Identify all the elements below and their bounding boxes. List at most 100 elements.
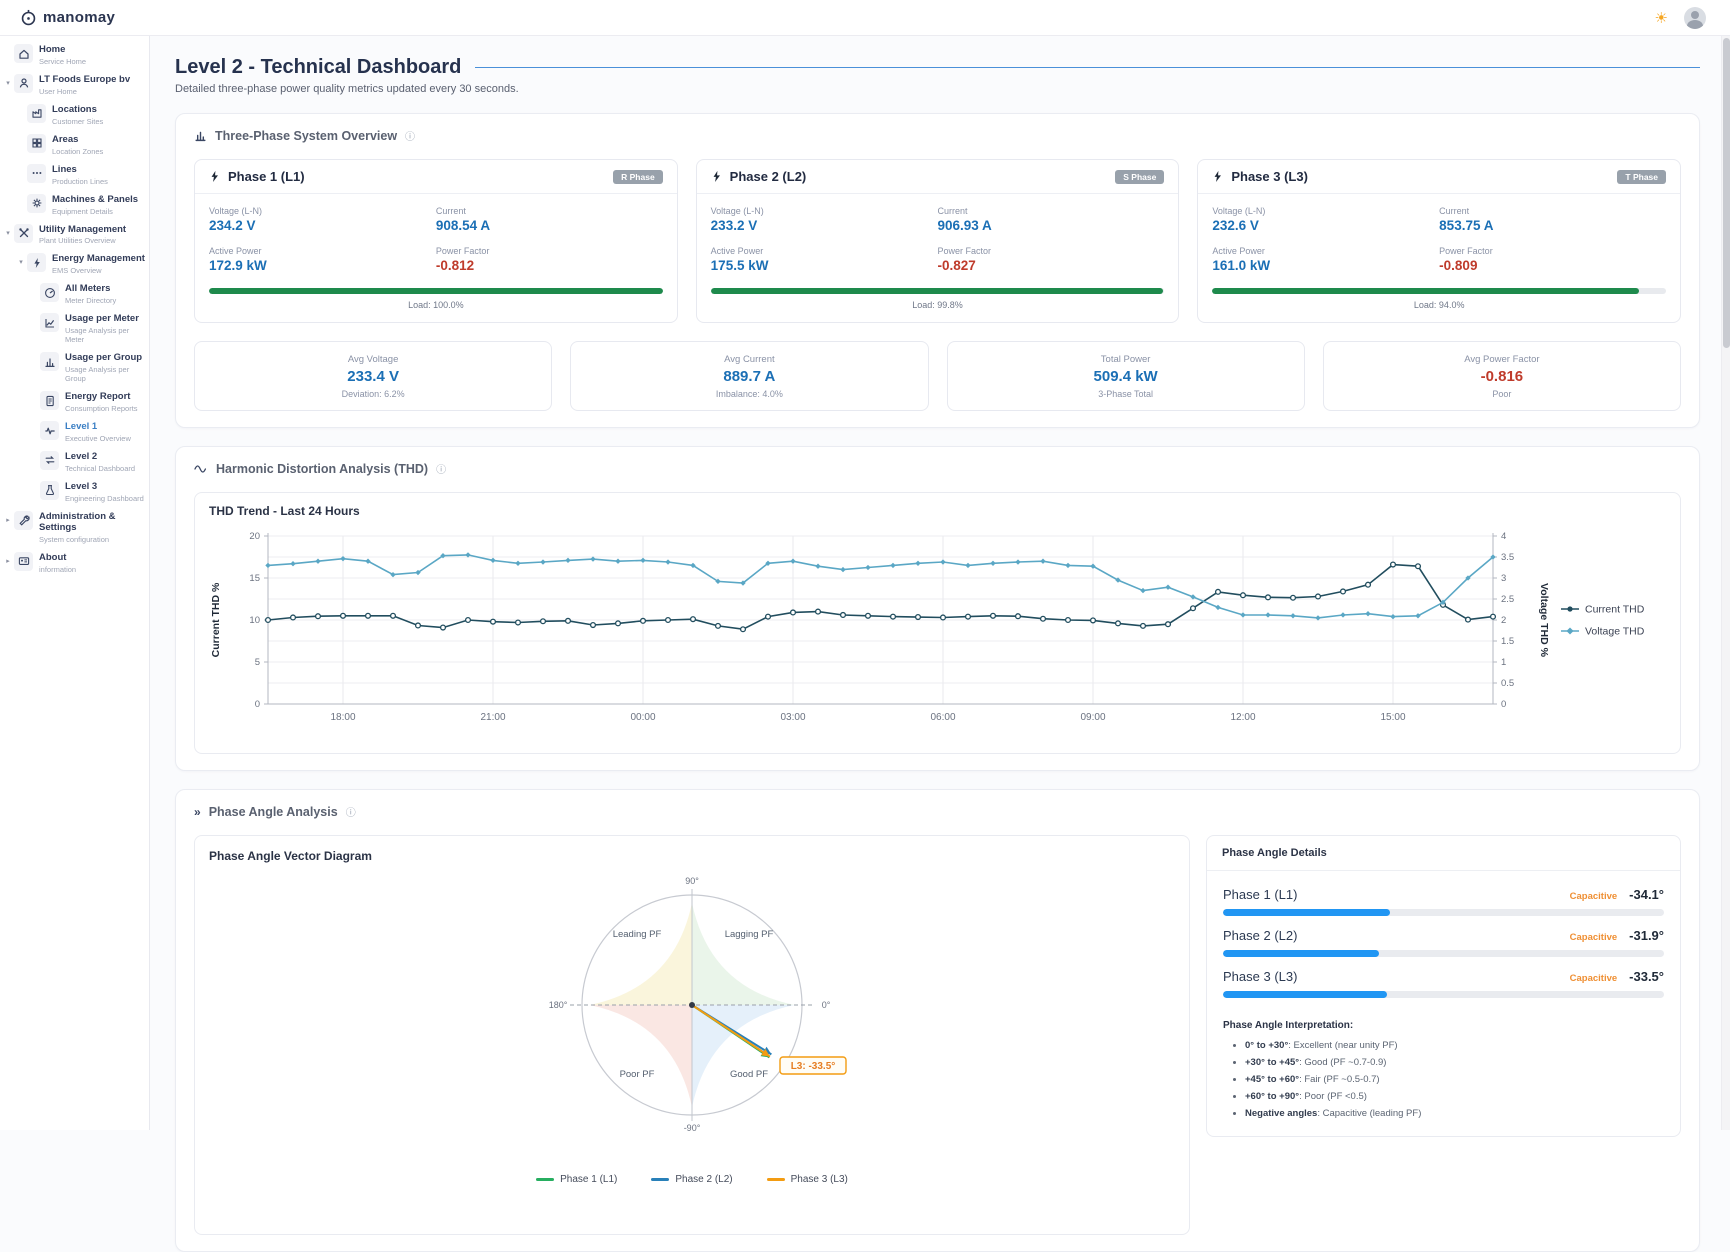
page-scrollbar[interactable]: [1721, 36, 1730, 1130]
scrollbar-thumb[interactable]: [1723, 38, 1730, 348]
sidebar-item-label: Administration & Settings: [39, 512, 149, 534]
metric-label: Active Power: [209, 246, 436, 256]
chevron-spacer: [15, 104, 27, 109]
sidebar-item-administration-settings[interactable]: ▸Administration & SettingsSystem configu…: [0, 511, 149, 544]
sidebar-item-level-2[interactable]: Level 2Technical Dashboard: [0, 451, 149, 473]
machines-icon: [27, 194, 46, 213]
sidebar-item-usage-per-meter[interactable]: Usage per MeterUsage Analysis per Meter: [0, 313, 149, 344]
sidebar-item-machines-panels[interactable]: Machines & PanelsEquipment Details: [0, 194, 149, 216]
vector-legend-item: Phase 1 (L1): [536, 1174, 617, 1185]
info-icon[interactable]: ⓘ: [436, 461, 446, 476]
sidebar-item-level-1[interactable]: Level 1Executive Overview: [0, 421, 149, 443]
summary-card-avg-power-factor: Avg Power Factor-0.816Poor: [1323, 341, 1681, 411]
areas-icon: [27, 134, 46, 153]
swap-icon: [40, 451, 59, 470]
summary-label: Total Power: [956, 354, 1296, 365]
sidebar-item-label: LT Foods Europe bv: [39, 75, 130, 86]
sidebar-item-about[interactable]: ▸Aboutinformation: [0, 552, 149, 574]
metric-value-current: 908.54 A: [436, 218, 663, 233]
legend-label: Phase 1 (L1): [560, 1174, 617, 1185]
svg-text:4: 4: [1501, 531, 1506, 542]
sidebar-item-label: Utility Management: [39, 225, 126, 236]
chevron-down-icon[interactable]: ▾: [15, 253, 27, 266]
summary-card-avg-current: Avg Current889.7 AImbalance: 4.0%: [570, 341, 928, 411]
sidebar-item-label: Home: [39, 45, 86, 56]
svg-text:2: 2: [1501, 615, 1506, 626]
user-avatar[interactable]: [1684, 7, 1706, 29]
svg-text:Current THD %: Current THD %: [210, 582, 222, 657]
info-icon[interactable]: ⓘ: [405, 128, 415, 143]
summary-subtext: 3-Phase Total: [956, 389, 1296, 399]
sidebar-item-energy-report[interactable]: Energy ReportConsumption Reports: [0, 391, 149, 413]
chevron-down-icon[interactable]: ▾: [2, 74, 14, 87]
sidebar-item-lines[interactable]: LinesProduction Lines: [0, 164, 149, 186]
metric-label: Active Power: [711, 246, 938, 256]
summary-value: 509.4 kW: [956, 368, 1296, 385]
sidebar-item-label: Level 3: [65, 482, 144, 493]
svg-text:06:00: 06:00: [930, 712, 955, 723]
sidebar-item-locations[interactable]: LocationsCustomer Sites: [0, 104, 149, 126]
sidebar-item-areas[interactable]: AreasLocation Zones: [0, 134, 149, 156]
wrench-icon: [14, 511, 33, 530]
summary-value: 889.7 A: [579, 368, 919, 385]
sidebar-item-label: Lines: [52, 165, 108, 176]
svg-text:Leading PF: Leading PF: [613, 929, 662, 940]
sidebar-item-sublabel: Customer Sites: [52, 117, 103, 126]
details-title: Phase Angle Details: [1207, 836, 1680, 871]
chevron-spacer: [28, 391, 40, 396]
sidebar-item-all-meters[interactable]: All MetersMeter Directory: [0, 283, 149, 305]
brand-logo[interactable]: manomay: [20, 9, 115, 26]
sidebar-item-utility-management[interactable]: ▾Utility ManagementPlant Utilities Overv…: [0, 224, 149, 246]
double-chevron-icon: »: [194, 805, 201, 819]
svg-text:2.5: 2.5: [1501, 594, 1514, 605]
metric-label: Active Power: [1212, 246, 1439, 256]
card-icon: [14, 552, 33, 571]
waveform-icon: [194, 463, 208, 475]
chevron-spacer: [28, 481, 40, 486]
phase-name: Phase 3 (L3): [1223, 969, 1297, 984]
svg-text:0: 0: [255, 699, 260, 710]
metric-label: Voltage (L-N): [1212, 206, 1439, 216]
info-icon[interactable]: ⓘ: [346, 804, 356, 819]
chevron-right-icon[interactable]: ▸: [2, 511, 14, 524]
theme-toggle-sun-icon[interactable]: ☀: [1655, 9, 1668, 27]
svg-text:Current THD: Current THD: [1585, 604, 1645, 616]
svg-text:Lagging PF: Lagging PF: [725, 929, 774, 940]
sidebar-item-energy-management[interactable]: ▾Energy ManagementEMS Overview: [0, 253, 149, 275]
chevron-down-icon[interactable]: ▾: [2, 224, 14, 237]
chevron-spacer: [15, 194, 27, 199]
sidebar-item-lt-foods-europe-bv[interactable]: ▾LT Foods Europe bvUser Home: [0, 74, 149, 96]
sidebar-item-usage-per-group[interactable]: Usage per GroupUsage Analysis per Group: [0, 352, 149, 383]
sidebar-item-sublabel: Production Lines: [52, 177, 108, 186]
metric-label: Power Factor: [436, 246, 663, 256]
sidebar-item-level-3[interactable]: Level 3Engineering Dashboard: [0, 481, 149, 503]
chevron-right-icon[interactable]: ▸: [2, 552, 14, 565]
metric-label: Power Factor: [938, 246, 1165, 256]
phase-angle-details-card: Phase Angle Details Phase 1 (L1)Capaciti…: [1206, 835, 1681, 1137]
svg-text:180°: 180°: [549, 1000, 568, 1010]
sidebar-item-sublabel: Engineering Dashboard: [65, 494, 144, 503]
sidebar-item-sublabel: information: [39, 565, 76, 574]
sidebar-item-sublabel: EMS Overview: [52, 266, 145, 275]
legend-color-line: [767, 1178, 785, 1181]
phase-vector-diagram: 90°-90°0°180°Leading PFLagging PFPoor PF…: [209, 863, 1175, 1168]
sidebar-item-home[interactable]: HomeService Home: [0, 44, 149, 66]
sidebar-item-label: All Meters: [65, 284, 116, 295]
section-harmonic-distortion: Harmonic Distortion Analysis (THD) ⓘ THD…: [175, 446, 1700, 771]
svg-text:09:00: 09:00: [1080, 712, 1105, 723]
svg-text:Good PF: Good PF: [730, 1069, 768, 1080]
metric-label: Current: [938, 206, 1165, 216]
vector-diagram-title: Phase Angle Vector Diagram: [209, 849, 1175, 863]
thd-chart-card: THD Trend - Last 24 Hours 0510152000.511…: [194, 492, 1681, 754]
phase-vector-card: Phase Angle Vector Diagram 90°-90°0°180°…: [194, 835, 1190, 1235]
report-icon: [40, 391, 59, 410]
phase-name: Phase 3 (L3): [1231, 169, 1308, 184]
svg-text:18:00: 18:00: [330, 712, 355, 723]
sidebar-item-sublabel: Location Zones: [52, 147, 103, 156]
svg-text:-90°: -90°: [684, 1123, 701, 1133]
svg-text:00:00: 00:00: [630, 712, 655, 723]
metric-value-power: 175.5 kW: [711, 258, 938, 273]
load-bar: [1212, 288, 1666, 294]
metric-value-current: 853.75 A: [1439, 218, 1666, 233]
phase-angle-row-1: Phase 1 (L1)Capacitive-34.1°: [1223, 875, 1664, 916]
